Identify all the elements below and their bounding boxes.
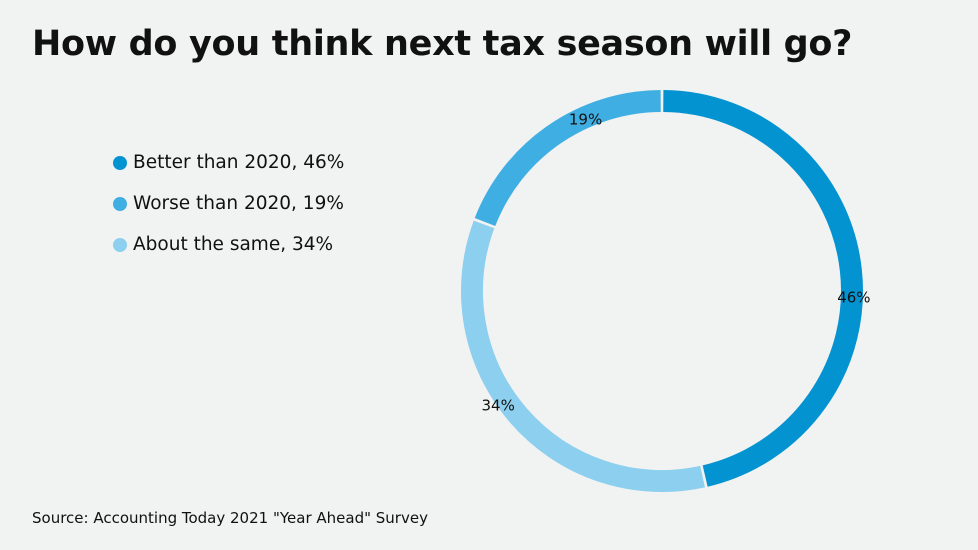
legend-item-worse: Worse than 2020, 19%	[113, 183, 344, 224]
donut-segment-better	[663, 90, 863, 487]
legend-swatch-worse	[113, 196, 127, 211]
legend-item-same: About the same, 34%	[113, 224, 344, 265]
legend-label-better: Better than 2020, 46%	[133, 152, 345, 173]
legend-label-same: About the same, 34%	[133, 234, 334, 255]
data-label-worse: 19%	[569, 110, 602, 128]
chart-title: How do you think next tax season will go…	[32, 24, 853, 64]
legend-label-worse: Worse than 2020, 19%	[133, 193, 344, 214]
donut-segment-same	[461, 220, 705, 492]
legend-item-better: Better than 2020, 46%	[113, 142, 344, 183]
data-label-same: 34%	[481, 397, 514, 415]
legend-swatch-same	[113, 237, 127, 252]
legend-swatch-better	[113, 155, 127, 170]
donut-segment-worse	[474, 90, 661, 227]
source-note: Source: Accounting Today 2021 "Year Ahea…	[32, 509, 428, 527]
data-label-better: 46%	[837, 289, 870, 307]
legend: Better than 2020, 46% Worse than 2020, 1…	[113, 142, 344, 265]
